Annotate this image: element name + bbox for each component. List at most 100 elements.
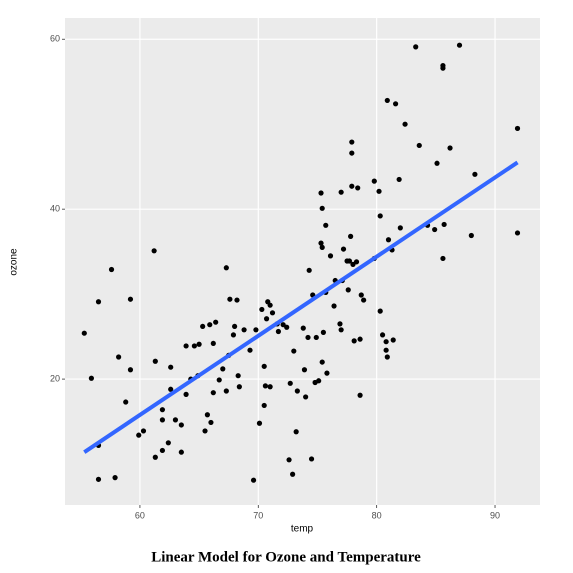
data-point (468, 232, 474, 239)
data-point (349, 150, 355, 156)
data-point (183, 343, 189, 349)
data-point (261, 402, 267, 409)
data-point (159, 407, 166, 413)
data-point (376, 188, 382, 194)
data-point (440, 255, 446, 262)
data-point (441, 221, 447, 228)
data-point (127, 296, 134, 302)
data-point (263, 316, 270, 322)
data-point (168, 364, 174, 370)
data-point (259, 306, 265, 313)
data-point (338, 189, 344, 195)
data-point (324, 370, 330, 376)
plot-panel (65, 18, 540, 505)
x-tick-label: 70 (253, 510, 263, 520)
data-point (140, 428, 147, 434)
data-point (346, 258, 353, 264)
data-point (392, 101, 399, 107)
data-point (223, 388, 229, 394)
x-axis-title: temp (291, 524, 314, 535)
data-point (349, 183, 355, 189)
data-point (318, 240, 324, 246)
data-point (383, 347, 389, 353)
x-tick-label: 80 (372, 510, 382, 520)
data-point (384, 354, 390, 360)
data-point (290, 471, 296, 477)
data-point (313, 334, 319, 341)
data-point (210, 340, 216, 347)
data-point (152, 454, 158, 460)
data-point (241, 327, 247, 333)
data-point (331, 303, 337, 309)
data-point (316, 378, 322, 384)
data-point (416, 142, 422, 149)
data-point (355, 185, 361, 191)
data-point (223, 265, 229, 271)
data-point (250, 477, 257, 483)
data-point (202, 428, 208, 434)
data-point (208, 419, 214, 426)
y-tick-label: 20 (50, 373, 60, 383)
data-point (159, 447, 166, 454)
data-point (216, 377, 222, 383)
data-point (127, 367, 134, 373)
data-point (275, 328, 282, 335)
data-point (514, 125, 521, 132)
data-point (379, 332, 386, 338)
data-point (234, 297, 240, 303)
data-point (337, 321, 343, 327)
data-point (338, 327, 344, 333)
data-point (377, 308, 383, 314)
data-point (247, 347, 253, 353)
data-point (178, 422, 184, 428)
data-point (390, 337, 396, 343)
data-point (349, 139, 355, 145)
data-point (319, 359, 325, 365)
data-point (293, 429, 299, 435)
data-point (287, 380, 293, 386)
data-point (305, 334, 311, 341)
data-point (151, 248, 157, 254)
data-point (230, 332, 237, 338)
data-point (472, 171, 478, 177)
data-point (196, 341, 202, 347)
data-point (383, 339, 389, 345)
data-point (361, 297, 367, 303)
data-point (267, 302, 273, 308)
data-point (236, 384, 242, 390)
data-point (220, 366, 226, 372)
data-point (306, 267, 312, 273)
data-point (348, 233, 354, 239)
data-point (286, 457, 292, 463)
data-point (235, 373, 241, 379)
data-point (207, 322, 213, 328)
data-point (340, 246, 347, 252)
data-point (447, 145, 453, 151)
data-point (357, 392, 363, 398)
data-point (95, 299, 102, 305)
data-point (351, 338, 357, 344)
data-point (269, 310, 276, 316)
data-point (319, 244, 325, 250)
data-point (123, 399, 129, 405)
x-tick-label: 90 (490, 510, 500, 520)
data-point (159, 417, 166, 423)
data-point (227, 296, 233, 302)
data-point (284, 324, 290, 330)
data-point (413, 44, 419, 50)
data-point (402, 121, 408, 127)
data-point (456, 42, 463, 48)
data-point (81, 330, 87, 336)
data-point (294, 388, 300, 394)
data-point (291, 348, 297, 354)
data-point (172, 417, 179, 423)
y-tick-label: 60 (50, 34, 60, 44)
data-point (267, 384, 273, 390)
data-point (385, 237, 392, 243)
data-point (232, 323, 238, 330)
data-point (371, 178, 377, 184)
data-point (88, 375, 94, 381)
data-point (204, 412, 210, 418)
data-point (178, 449, 184, 455)
data-point (345, 287, 351, 293)
